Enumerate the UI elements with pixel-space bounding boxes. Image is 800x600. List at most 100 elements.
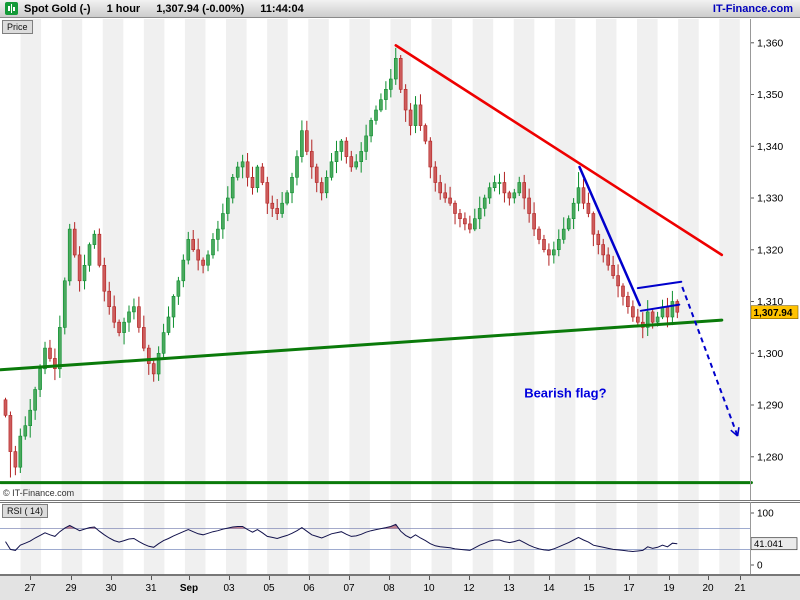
session-stripe [513, 502, 535, 574]
candle-body [448, 197, 452, 204]
session-stripe [554, 19, 576, 500]
candle-body [512, 192, 517, 199]
session-stripe [61, 19, 83, 500]
candle-body [265, 182, 270, 204]
candle-body [18, 435, 23, 468]
rsi-tab[interactable]: RSI ( 14) [2, 504, 49, 518]
candle-body [72, 228, 77, 256]
candle-body [423, 125, 428, 142]
candle-body [403, 89, 408, 111]
session-stripe [308, 19, 329, 500]
candle-body [117, 321, 121, 333]
candle-body [38, 368, 42, 390]
session-stripe [637, 19, 658, 500]
time-axis-tick [629, 576, 630, 580]
candle-body [670, 301, 675, 318]
trendline-flagpole[interactable] [578, 165, 642, 307]
trendline-resistance[interactable] [394, 44, 724, 257]
candle-body [428, 140, 433, 168]
price-chart-canvas[interactable]: Bearish flag? 1,360 1,350 1,340 1,330 1,320 1,… [0, 19, 800, 502]
projection-arrowhead [730, 429, 739, 437]
candle-body [482, 197, 487, 209]
candle-body [43, 347, 47, 370]
session-stripe [513, 19, 535, 500]
session-stripe [554, 502, 576, 574]
candle-body [201, 259, 205, 266]
candle-body [635, 316, 640, 323]
trendline-support-rising[interactable] [0, 318, 724, 372]
session-stripe [431, 19, 453, 500]
candle-body [492, 182, 497, 188]
time-axis-tick [309, 576, 310, 580]
candle-body [176, 280, 181, 297]
candle-body [571, 202, 576, 219]
time-axis-label: 31 [145, 583, 157, 594]
candle-body [418, 104, 423, 126]
price-tick-label: 1,320 [757, 244, 783, 256]
candle-body [216, 228, 220, 240]
rsi-tick-label: 0 [757, 561, 763, 572]
candle-body [300, 130, 304, 157]
candle-body [151, 363, 156, 375]
candle-body [295, 156, 299, 178]
trendline-flag-upper[interactable] [636, 280, 683, 290]
candle-body [606, 254, 611, 266]
time-axis-label: 17 [623, 583, 635, 594]
candle-body [285, 192, 289, 204]
candle-body [329, 161, 334, 178]
price-tick-label: 1,340 [757, 141, 783, 153]
candle-body [309, 151, 314, 168]
last-price-label: 1,307.94 [754, 308, 793, 319]
time-axis-tick [708, 576, 709, 580]
price-tick-label: 1,360 [757, 37, 783, 49]
candle-body [547, 249, 551, 256]
candle-body [290, 177, 294, 194]
time-axis-label: 14 [543, 583, 555, 594]
session-stripe [184, 19, 206, 500]
time-axis-label: Sep [179, 583, 199, 594]
time-axis-tick [469, 576, 470, 580]
price-tick-label: 1,310 [757, 296, 783, 308]
last-quote: 1,307.94 (-0.00%) [156, 2, 245, 15]
candle-body [28, 409, 33, 427]
candle-body [304, 130, 309, 152]
time-axis-tick [189, 576, 190, 580]
session-stripe [143, 502, 165, 574]
time-axis-label: 29 [65, 583, 77, 594]
candle-body [211, 239, 215, 256]
candle-body [156, 352, 161, 375]
session-stripe [184, 502, 206, 574]
time-axis-tick [740, 576, 741, 580]
candle-body [181, 259, 186, 282]
price-tab[interactable]: Price [2, 20, 33, 34]
candle-body [102, 265, 107, 292]
session-stripe [102, 502, 124, 574]
brand-link[interactable]: IT-Finance.com [712, 2, 793, 15]
time-axis-label: 15 [583, 583, 595, 594]
rsi-chart-canvas[interactable]: 100 0 41.041 [0, 502, 800, 575]
timeframe-label: 1 hour [106, 2, 141, 15]
session-stripe [595, 502, 617, 574]
candle-body [393, 57, 398, 80]
bearish-flag-annotation[interactable]: Bearish flag? [524, 385, 606, 400]
candle-body [206, 254, 210, 266]
candle-body [48, 347, 52, 359]
candle-body [487, 187, 492, 199]
candle-body [443, 192, 448, 199]
candle-body [576, 187, 581, 204]
candle-body [122, 321, 126, 333]
candle-body [13, 451, 18, 468]
trendline-flag-lower[interactable] [639, 303, 681, 312]
candle-body [463, 218, 467, 225]
candle-body [319, 182, 324, 194]
candle-body [107, 290, 111, 308]
clock: 11:44:04 [260, 2, 304, 15]
candle-body [502, 182, 507, 194]
candle-body [270, 202, 275, 209]
candle-body [388, 78, 393, 90]
time-axis[interactable]: 27 29 30 31 Sep 03 05 06 07 08 10 12 13 14 15 17 19 20 21 [0, 575, 800, 600]
candle-body [230, 177, 235, 199]
session-stripe [390, 19, 411, 500]
time-axis-label: 05 [263, 583, 275, 594]
candle-body [112, 306, 116, 323]
